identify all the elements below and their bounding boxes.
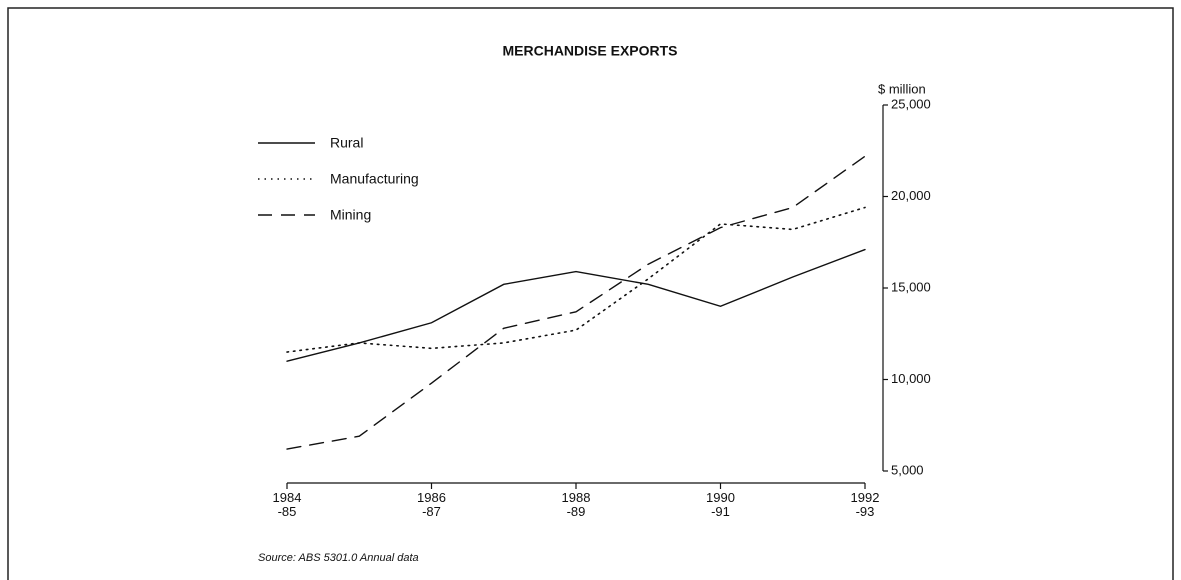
- x-tick-label: 1986 -87: [417, 490, 446, 519]
- y-tick-label: 15,000: [891, 279, 931, 294]
- series-line: [286, 248, 866, 362]
- y-tick-label: 10,000: [891, 371, 931, 386]
- y-axis-label: $ million: [878, 81, 926, 96]
- x-tick-label: 1990 -91: [706, 490, 735, 519]
- legend-label: Rural: [330, 135, 363, 151]
- frame: [7, 7, 1174, 580]
- x-tick-label: 1988 -89: [561, 490, 591, 519]
- legend-label: Mining: [330, 207, 371, 223]
- x-tick-label: 1992 -93: [850, 490, 880, 519]
- source-note: Source: ABS 5301.0 Annual data: [258, 552, 419, 564]
- legend-label: Manufacturing: [330, 171, 419, 187]
- series-line: [286, 206, 866, 353]
- y-tick-label: 20,000: [891, 188, 931, 203]
- y-tick-label: 25,000: [891, 96, 931, 111]
- chart-title: MERCHANDISE EXPORTS: [502, 43, 677, 59]
- series-line: [286, 155, 866, 450]
- y-tick-label: 5,000: [891, 462, 924, 477]
- x-tick-label: 1984 -85: [272, 490, 302, 519]
